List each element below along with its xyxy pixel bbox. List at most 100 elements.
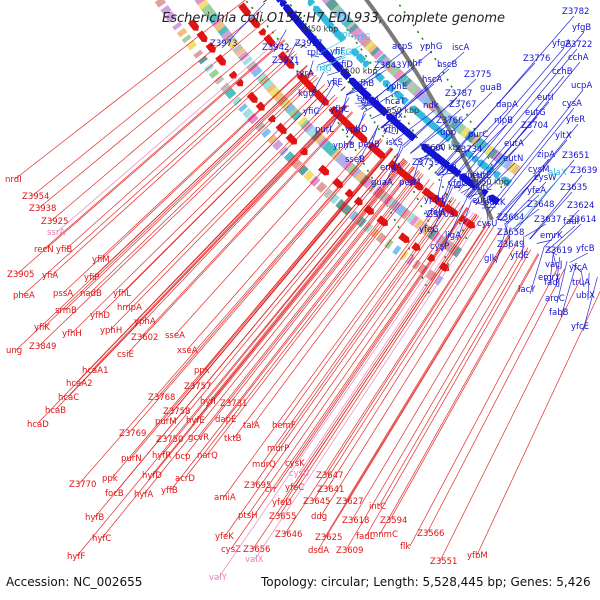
gene-leader-line <box>365 249 532 537</box>
category-block <box>446 115 456 127</box>
category-block <box>284 102 296 115</box>
gene-leader-line <box>447 47 565 184</box>
gene-leader-line <box>439 277 582 562</box>
gene-label: Z3938 <box>29 204 56 214</box>
gene-label: iscA <box>452 43 469 53</box>
gene-leader-line <box>454 179 475 189</box>
gene-leader-line <box>252 214 478 550</box>
category-block <box>325 0 339 11</box>
gene-label: Z3905 <box>7 270 34 280</box>
gene-label: yfgB <box>572 23 591 33</box>
gene-leader-line <box>497 218 510 223</box>
gene-leader-line <box>546 249 558 256</box>
gene-leader-line <box>56 36 283 233</box>
category-block <box>193 49 204 59</box>
gene-label: Z3925 <box>41 217 68 227</box>
gene-leader-line <box>505 181 547 225</box>
category-block <box>339 13 351 25</box>
gene-leader-line <box>298 42 308 49</box>
gene-label: fabB <box>549 308 569 318</box>
category-block <box>448 117 460 130</box>
gene-label: Z3766 <box>436 116 463 126</box>
gene-leader-line <box>381 68 450 129</box>
gene-label: ucpA <box>571 81 592 91</box>
gene-label: acrD <box>175 474 195 484</box>
minus-strand-gene <box>238 2 247 11</box>
gene-leader-line <box>161 158 405 456</box>
gene-label: Z3921 <box>272 56 299 66</box>
gene-leader-line <box>481 206 497 209</box>
gene-label: yfeG <box>419 225 439 235</box>
gene-leader-line <box>361 50 433 111</box>
gene-label: Z3757 <box>184 382 211 392</box>
minus-strand-gene <box>398 232 410 244</box>
gene-label: fadI <box>563 217 579 227</box>
gene-leader-line <box>38 77 319 347</box>
gene-leader-line <box>463 75 565 196</box>
gene-leader-line <box>224 201 461 537</box>
gene-label: yfiP <box>84 273 100 283</box>
gene-leader-line <box>261 196 453 465</box>
gene-label: Z3722 <box>565 40 592 50</box>
gene-label: Z3759 <box>412 158 439 168</box>
gene-leader-line <box>15 70 313 351</box>
gene-label: yfeK <box>215 532 234 542</box>
category-block <box>329 193 340 205</box>
category-block <box>272 90 285 102</box>
gene-leader-line <box>223 191 447 498</box>
gene-leader-line <box>555 256 561 288</box>
category-block <box>395 204 407 217</box>
gene-leader-line <box>184 166 415 457</box>
plus-strand-gene <box>429 150 440 161</box>
gene-label: rrsG <box>334 48 352 58</box>
gene-leader-line <box>394 109 436 141</box>
gene-leader-line <box>325 222 489 476</box>
gene-leader-line <box>221 2 266 49</box>
gene-label: yfeC <box>285 483 304 493</box>
gene-label: hemF <box>272 421 296 431</box>
category-block <box>384 60 396 73</box>
gene-label: ypfI <box>441 164 457 174</box>
gene-leader-line <box>197 165 414 438</box>
category-block <box>323 188 333 199</box>
gene-leader-line <box>326 225 495 490</box>
gene-leader-line <box>560 265 577 318</box>
gene-label: Z3973 <box>210 39 237 49</box>
gene-label: perM <box>399 178 420 188</box>
category-block <box>487 147 498 159</box>
gene-leader-line <box>331 79 340 88</box>
category-block <box>259 75 271 87</box>
gene-leader-line <box>101 161 408 539</box>
category-block <box>325 144 338 157</box>
gene-label: yphG <box>420 42 442 52</box>
gene-leader-line <box>346 50 405 96</box>
category-block <box>198 55 208 65</box>
gene-leader-line <box>94 153 399 518</box>
gene-leader-line <box>321 41 367 71</box>
gene-leader-line <box>109 97 338 331</box>
gene-label: purC <box>468 130 488 140</box>
gene-leader-line <box>206 174 424 456</box>
category-block <box>473 137 485 149</box>
gene-label: Z3602 <box>131 333 158 343</box>
gene-label: yphH <box>100 326 122 336</box>
gene-label: flk <box>400 542 410 552</box>
plus-strand-gene <box>319 13 331 26</box>
category-block <box>321 140 334 153</box>
category-block <box>219 28 232 40</box>
gene-leader-line <box>344 113 366 151</box>
gene-label: narQ <box>197 451 218 461</box>
gene-label: Z3627 <box>336 497 363 507</box>
gene-label: emrK <box>540 231 563 241</box>
gene-label: pssA <box>53 289 73 299</box>
category-block <box>334 8 347 21</box>
gene-label: eutB <box>472 196 492 206</box>
gene-leader-line <box>529 247 545 295</box>
category-block <box>261 127 272 138</box>
gene-leader-line <box>283 41 298 66</box>
gene-label: vacJ <box>545 260 562 270</box>
gene-leader-line <box>218 209 471 578</box>
gene-label: yfiB <box>56 245 72 255</box>
gene-label: Z3624 <box>567 201 594 211</box>
category-block <box>365 41 378 54</box>
